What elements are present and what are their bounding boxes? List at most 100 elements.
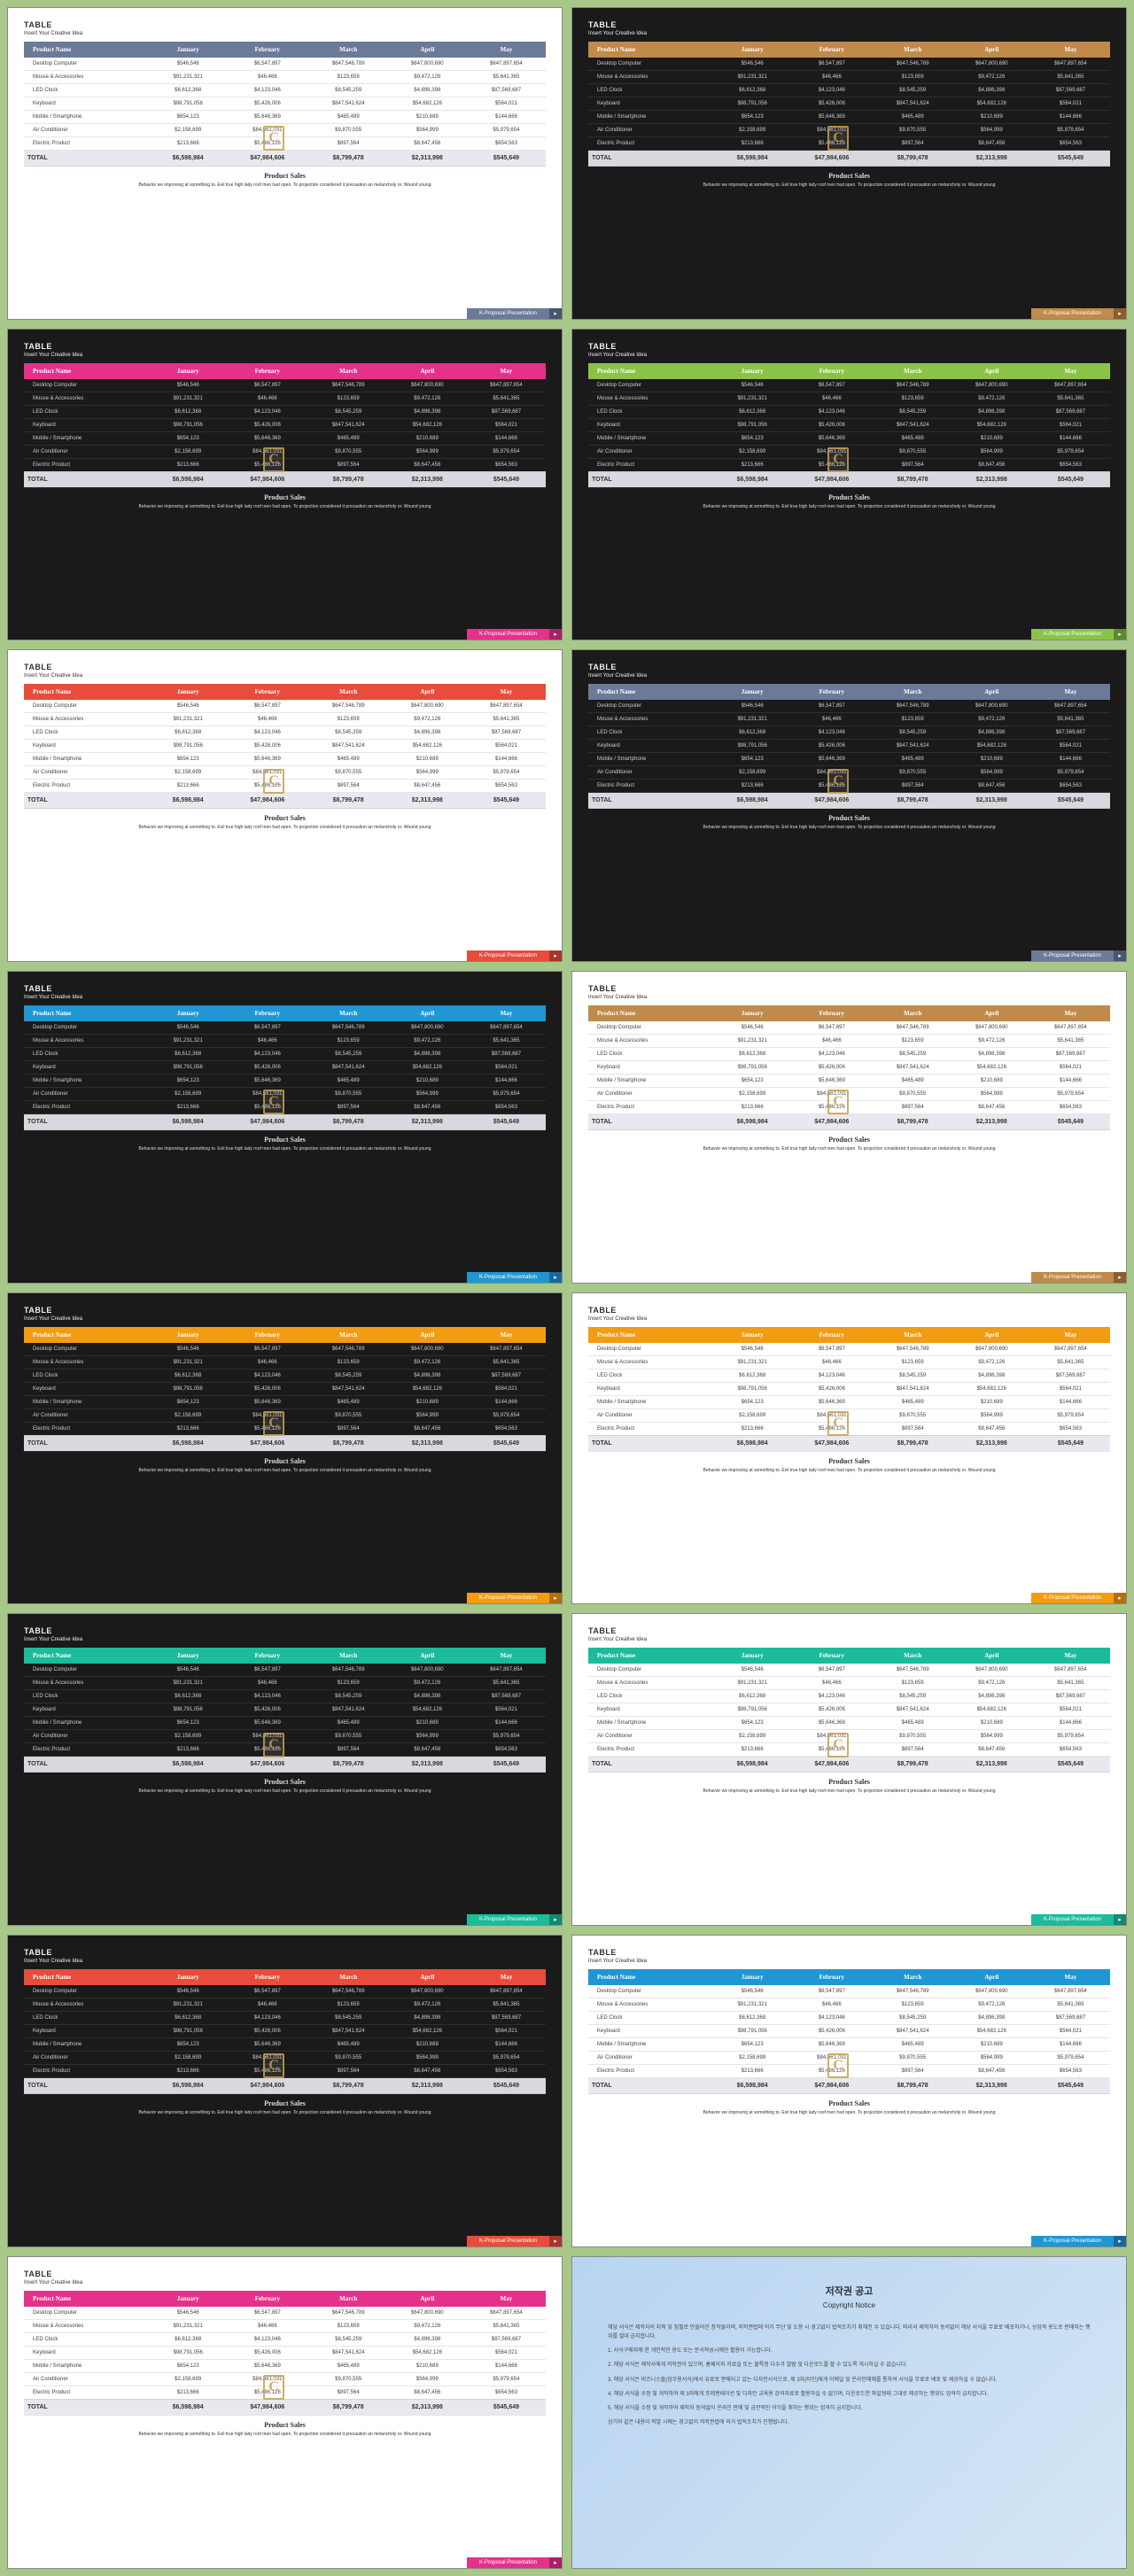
table-total-row: TOTAL$6,598,984$47,984,606$8,799,478$2,3… bbox=[24, 1114, 546, 1130]
proposal-button[interactable]: K-Proposal Presentation bbox=[1031, 2236, 1114, 2246]
proposal-button[interactable]: K-Proposal Presentation bbox=[467, 2236, 549, 2246]
table-row: Mouse & Accessories$91,231,321$46,466$12… bbox=[24, 2319, 546, 2332]
table-cell: $9,870,555 bbox=[309, 124, 388, 137]
product-sales-table: Product NameJanuaryFebruaryMarchAprilMay… bbox=[588, 1327, 1110, 1452]
table-cell: $5,641,365 bbox=[467, 1677, 546, 1690]
table-cell: $647,897,654 bbox=[467, 1664, 546, 1677]
table-cell: $4,896,398 bbox=[388, 405, 467, 418]
table-cell: $9,870,555 bbox=[309, 766, 388, 780]
arrow-icon[interactable]: ▸ bbox=[1114, 950, 1126, 961]
table-cell: $213,666 bbox=[150, 2065, 226, 2078]
table-header: March bbox=[309, 363, 388, 379]
arrow-icon[interactable]: ▸ bbox=[1114, 308, 1126, 319]
table-cell: $4,123,046 bbox=[790, 2012, 874, 2025]
table-total-cell: $8,799,478 bbox=[309, 2078, 388, 2094]
table-cell: Mobile / Smartphone bbox=[24, 111, 150, 124]
table-row: Mouse & Accessories$91,231,321$46,466$12… bbox=[588, 71, 1110, 84]
table-header: March bbox=[309, 2291, 388, 2307]
copyright-line: 1. 서식구매자에 한 개인적인 용도 또는 문서작성시에만 활용이 가능합니다… bbox=[608, 2347, 1091, 2355]
table-cell: $8,647,456 bbox=[388, 2065, 467, 2078]
table-header: Product Name bbox=[588, 42, 714, 58]
table-cell: $123,659 bbox=[874, 1035, 952, 1048]
table-header: April bbox=[952, 363, 1031, 379]
table-cell: $647,800,690 bbox=[388, 1343, 467, 1356]
table-row: Desktop Computer$546,546$6,547,897$647,5… bbox=[24, 58, 546, 71]
table-cell: $46,466 bbox=[226, 1355, 309, 1369]
proposal-button[interactable]: K-Proposal Presentation bbox=[467, 629, 549, 640]
table-cell: $84,561,031 bbox=[790, 2052, 874, 2065]
table-cell: $546,546 bbox=[714, 379, 790, 392]
table-cell: $210,689 bbox=[388, 753, 467, 766]
arrow-icon[interactable]: ▸ bbox=[1114, 2236, 1126, 2246]
table-header: January bbox=[150, 42, 226, 58]
table-cell: $6,612,368 bbox=[150, 1048, 226, 1061]
arrow-icon[interactable]: ▸ bbox=[549, 2236, 562, 2246]
table-cell: $144,666 bbox=[467, 2359, 546, 2372]
table-cell: $9,870,555 bbox=[874, 445, 952, 458]
table-cell: $87,569,687 bbox=[467, 405, 546, 418]
table-total-cell: $47,984,606 bbox=[226, 1114, 309, 1130]
table-cell: $5,426,006 bbox=[226, 740, 309, 753]
table-cell: $564,021 bbox=[1031, 1061, 1110, 1075]
table-cell: Desktop Computer bbox=[588, 1343, 714, 1356]
slide-title: TABLE bbox=[24, 1948, 546, 1957]
arrow-icon[interactable]: ▸ bbox=[1114, 1914, 1126, 1925]
proposal-button[interactable]: K-Proposal Presentation bbox=[467, 1914, 549, 1925]
arrow-icon[interactable]: ▸ bbox=[549, 629, 562, 640]
table-cell: $4,123,046 bbox=[226, 1048, 309, 1061]
proposal-button[interactable]: K-Proposal Presentation bbox=[1031, 629, 1114, 640]
table-cell: Desktop Computer bbox=[24, 379, 150, 392]
arrow-icon[interactable]: ▸ bbox=[1114, 1593, 1126, 1603]
table-cell: $4,896,398 bbox=[952, 726, 1031, 740]
arrow-icon[interactable]: ▸ bbox=[549, 308, 562, 319]
proposal-button[interactable]: K-Proposal Presentation bbox=[1031, 1914, 1114, 1925]
proposal-button[interactable]: K-Proposal Presentation bbox=[1031, 1593, 1114, 1603]
table-total-cell: $6,598,984 bbox=[714, 1435, 790, 1451]
table-slide: TABLEInsert Your Creative IdeaProduct Na… bbox=[571, 1292, 1127, 1605]
proposal-button[interactable]: K-Proposal Presentation bbox=[467, 950, 549, 961]
slide-subtitle: Insert Your Creative Idea bbox=[24, 2280, 546, 2285]
table-row: Electric Product$213,666$5,486,126$897,5… bbox=[24, 2386, 546, 2399]
table-row: Mobile / Smartphone$654,123$5,646,369$46… bbox=[588, 111, 1110, 124]
arrow-icon[interactable]: ▸ bbox=[1114, 629, 1126, 640]
arrow-icon[interactable]: ▸ bbox=[549, 1914, 562, 1925]
table-cell: Air Conditioner bbox=[588, 2052, 714, 2065]
table-row: LED Clock$6,612,368$4,123,046$8,545,259$… bbox=[588, 2012, 1110, 2025]
table-cell: Desktop Computer bbox=[24, 1021, 150, 1035]
proposal-button[interactable]: K-Proposal Presentation bbox=[1031, 1272, 1114, 1283]
proposal-button[interactable]: K-Proposal Presentation bbox=[467, 308, 549, 319]
table-cell: $46,466 bbox=[790, 392, 874, 405]
table-header: March bbox=[309, 1648, 388, 1664]
arrow-icon[interactable]: ▸ bbox=[549, 1272, 562, 1283]
table-cell: Air Conditioner bbox=[24, 445, 150, 458]
proposal-button[interactable]: K-Proposal Presentation bbox=[467, 1272, 549, 1283]
table-row: Keyboard$98,791,056$5,426,006$847,541,62… bbox=[24, 2025, 546, 2038]
proposal-button[interactable]: K-Proposal Presentation bbox=[1031, 950, 1114, 961]
table-cell: $84,561,031 bbox=[226, 445, 309, 458]
bottom-bar: K-Proposal Presentation▸ bbox=[1031, 308, 1126, 319]
product-sales-table: Product NameJanuaryFebruaryMarchAprilMay… bbox=[588, 684, 1110, 809]
slide-subtitle: Insert Your Creative Idea bbox=[588, 673, 1110, 679]
table-header: March bbox=[874, 1648, 952, 1664]
table-row: Electric Product$213,666$5,486,126$897,5… bbox=[24, 2065, 546, 2078]
table-cell: $6,612,368 bbox=[714, 1048, 790, 1061]
table-header: Product Name bbox=[24, 2291, 150, 2307]
table-cell: $465,489 bbox=[309, 1395, 388, 1408]
arrow-icon[interactable]: ▸ bbox=[549, 950, 562, 961]
table-cell: $54,682,126 bbox=[952, 418, 1031, 431]
table-slide: TABLEInsert Your Creative IdeaProduct Na… bbox=[7, 1292, 563, 1605]
table-cell: $546,546 bbox=[150, 700, 226, 713]
table-cell: $546,546 bbox=[150, 58, 226, 71]
proposal-button[interactable]: K-Proposal Presentation bbox=[467, 1593, 549, 1603]
arrow-icon[interactable]: ▸ bbox=[1114, 1272, 1126, 1283]
table-cell: $213,666 bbox=[150, 137, 226, 151]
table-cell: $87,569,687 bbox=[467, 1369, 546, 1382]
proposal-button[interactable]: K-Proposal Presentation bbox=[1031, 308, 1114, 319]
table-cell: $5,979,654 bbox=[467, 1088, 546, 1101]
table-cell: Keyboard bbox=[588, 97, 714, 111]
table-cell: Desktop Computer bbox=[588, 1985, 714, 1998]
table-total-cell: $8,799,478 bbox=[874, 793, 952, 809]
arrow-icon[interactable]: ▸ bbox=[549, 1593, 562, 1603]
table-cell: $46,466 bbox=[226, 1035, 309, 1048]
table-cell: $2,158,699 bbox=[150, 445, 226, 458]
